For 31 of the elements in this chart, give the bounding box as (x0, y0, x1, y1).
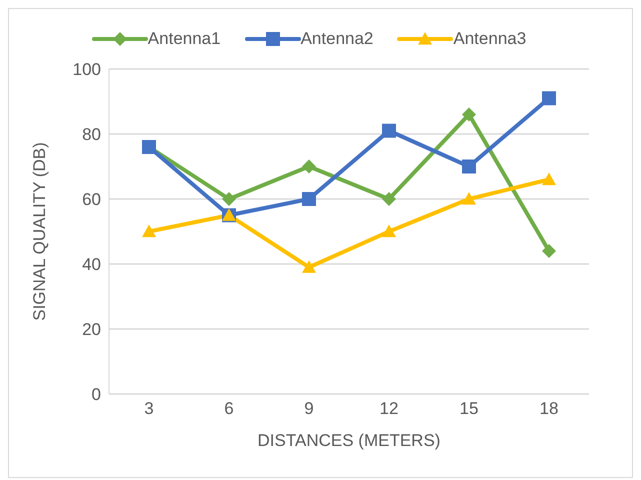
x-tick-label: 3 (144, 399, 154, 418)
point (302, 192, 316, 206)
point (462, 108, 476, 122)
y-tick-label: 80 (82, 125, 101, 144)
point (462, 192, 476, 205)
x-tick-label: 18 (540, 399, 558, 418)
legend-label: Antenna1 (148, 29, 221, 49)
x-tick-label: 12 (380, 399, 398, 418)
x-tick-label: 9 (304, 399, 314, 418)
x-tick-label: 6 (224, 399, 234, 418)
y-tick-label: 40 (82, 255, 101, 274)
y-tick-label: 0 (92, 385, 101, 404)
point (542, 172, 556, 186)
point (302, 160, 316, 174)
point (222, 192, 236, 206)
legend-label: Antenna3 (453, 29, 526, 49)
point (542, 244, 556, 258)
point (142, 224, 156, 238)
point (462, 160, 476, 174)
point (542, 91, 556, 106)
y-tick-label: 20 (82, 320, 101, 340)
x-tick-label: 15 (460, 399, 478, 418)
x-axis-title: DISTANCES (METERS) (258, 431, 440, 450)
point (382, 192, 396, 206)
legend-label: Antenna2 (300, 29, 374, 49)
y-tick-label: 100 (72, 60, 101, 80)
y-tick-label: 60 (82, 190, 101, 210)
point (382, 124, 396, 138)
point (382, 224, 396, 238)
y-axis-title: SIGNAL QUALITY (DB) (30, 142, 50, 321)
point (302, 260, 316, 273)
